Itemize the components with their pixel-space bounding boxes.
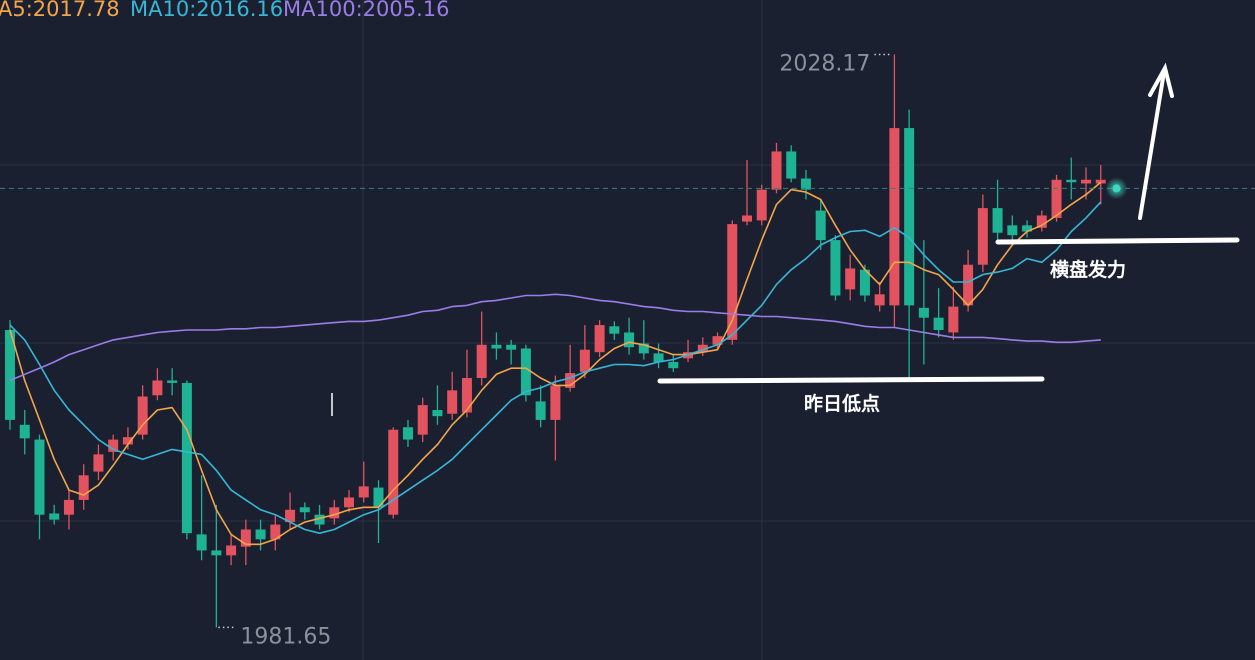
candle-body (742, 215, 752, 222)
arrow-shaft (1138, 70, 1166, 220)
candle-body (506, 344, 517, 350)
low-label: 1981.65 (240, 624, 331, 649)
candle-body (771, 151, 782, 190)
candle-body (815, 210, 826, 241)
note: 昨日低点 (804, 392, 880, 415)
candle-body (49, 513, 60, 520)
candle-body (461, 378, 472, 413)
candle-body (93, 454, 104, 472)
candle-body (181, 382, 192, 534)
last-price-dot (1112, 184, 1121, 193)
candle-body (653, 353, 664, 363)
candle-body (63, 499, 74, 515)
range-line (995, 237, 1240, 245)
arrow-head (1148, 62, 1174, 98)
candle-body (579, 349, 590, 372)
candle-body (373, 487, 384, 508)
candle-body (196, 534, 207, 551)
ma-line (9, 181, 1102, 546)
high-label: 2028.17 (779, 52, 870, 77)
candle-body (167, 380, 178, 383)
candle-body (19, 424, 30, 439)
candle-body (1007, 225, 1018, 236)
legend-item: MA100:2005.16 (283, 0, 449, 21)
candle-body (108, 439, 119, 452)
candle-body (1081, 179, 1092, 184)
candle-body (388, 429, 399, 515)
candle-body (712, 336, 723, 345)
hand-drawing (657, 62, 1240, 384)
candle-body (535, 401, 546, 420)
candle-body (830, 240, 841, 296)
candle-body (78, 475, 89, 500)
candle-body (329, 507, 340, 519)
legend-item: MA10:2016.16 (130, 0, 283, 21)
candle-body (1036, 215, 1047, 228)
support-line (657, 376, 1045, 384)
candle-body (447, 390, 458, 414)
candle-body (402, 427, 413, 440)
ma-line (9, 293, 1101, 382)
candle-body (299, 507, 310, 513)
candle-body (609, 326, 620, 334)
candle-body (845, 268, 856, 290)
candle-body (594, 325, 605, 353)
candle-body (270, 524, 281, 540)
ma-line (9, 201, 1102, 535)
candle-body (565, 373, 576, 388)
candle-body (211, 550, 222, 556)
candle-body (727, 224, 738, 340)
candle-body (624, 332, 635, 348)
candle-body (432, 410, 443, 417)
candle-body (491, 344, 502, 349)
candle-body (1066, 179, 1077, 183)
candle-body (756, 189, 767, 221)
candle-body (948, 306, 959, 333)
candle-body (34, 439, 45, 515)
candle-body (550, 385, 561, 420)
legend-item: A5:2017.78 (0, 0, 120, 21)
candle-body (668, 362, 679, 369)
candle-body (226, 545, 237, 556)
candle-body (963, 264, 974, 306)
candle-body (344, 497, 355, 508)
note: 横盘发力 (1050, 258, 1126, 281)
candle-body (904, 128, 915, 306)
candle-body (5, 330, 15, 420)
candle-body (152, 380, 163, 396)
candle-body (476, 344, 487, 379)
candle-body (859, 269, 870, 296)
candle-body (918, 307, 929, 318)
candle-body (358, 486, 369, 498)
candle-body (1051, 179, 1062, 218)
candle-body (786, 151, 797, 179)
candle-body (122, 437, 133, 445)
marks (0, 54, 1255, 628)
candle-body (285, 509, 296, 523)
candle-body (697, 344, 708, 353)
candle-body (874, 294, 885, 306)
candle-body (1095, 179, 1106, 184)
candle-body (889, 128, 900, 306)
candle-body (137, 396, 148, 435)
candle-body (240, 529, 251, 547)
candle-body (933, 317, 944, 330)
candle-body (977, 208, 988, 265)
candle-body (520, 348, 531, 396)
candle-body (1022, 225, 1033, 232)
candle-body (314, 514, 325, 525)
candle-body (992, 208, 1003, 233)
candle-body (800, 178, 811, 190)
candle-body (255, 529, 266, 540)
candle-body (417, 405, 428, 435)
candle-body (638, 343, 649, 354)
